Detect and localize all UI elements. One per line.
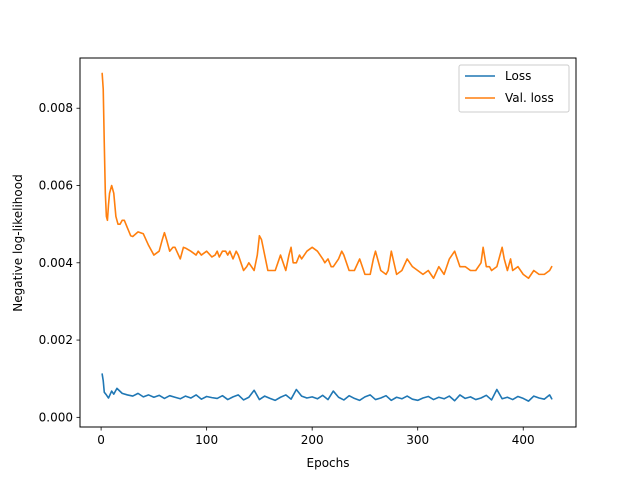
y-axis-label: Negative log-likelihood <box>11 174 25 311</box>
plot-background <box>80 58 576 427</box>
y-tick-label: 0.008 <box>39 101 73 115</box>
legend-label-loss: Loss <box>505 69 531 83</box>
y-tick-label: 0.006 <box>39 179 73 193</box>
x-tick-label: 300 <box>406 433 429 447</box>
y-tick-label: 0.004 <box>39 256 73 270</box>
x-axis-label: Epochs <box>307 456 350 470</box>
series-line-loss <box>101 373 553 402</box>
x-axis: 0 100 200 300 400 <box>97 427 535 447</box>
series-layer <box>101 72 553 402</box>
x-tick-label: 400 <box>512 433 535 447</box>
y-tick-label: 0.002 <box>39 333 73 347</box>
legend-label-val-loss: Val. loss <box>505 91 554 105</box>
series-line-val-loss <box>101 72 553 280</box>
x-tick-label: 200 <box>301 433 324 447</box>
y-axis: 0.000 0.002 0.004 0.006 0.008 <box>39 101 80 424</box>
legend: Loss Val. loss <box>458 64 570 113</box>
x-tick-label: 0 <box>97 433 105 447</box>
plot-frame <box>79 57 577 428</box>
y-tick-label: 0.000 <box>39 410 73 424</box>
x-tick-label: 100 <box>195 433 218 447</box>
plot-area <box>79 57 577 428</box>
